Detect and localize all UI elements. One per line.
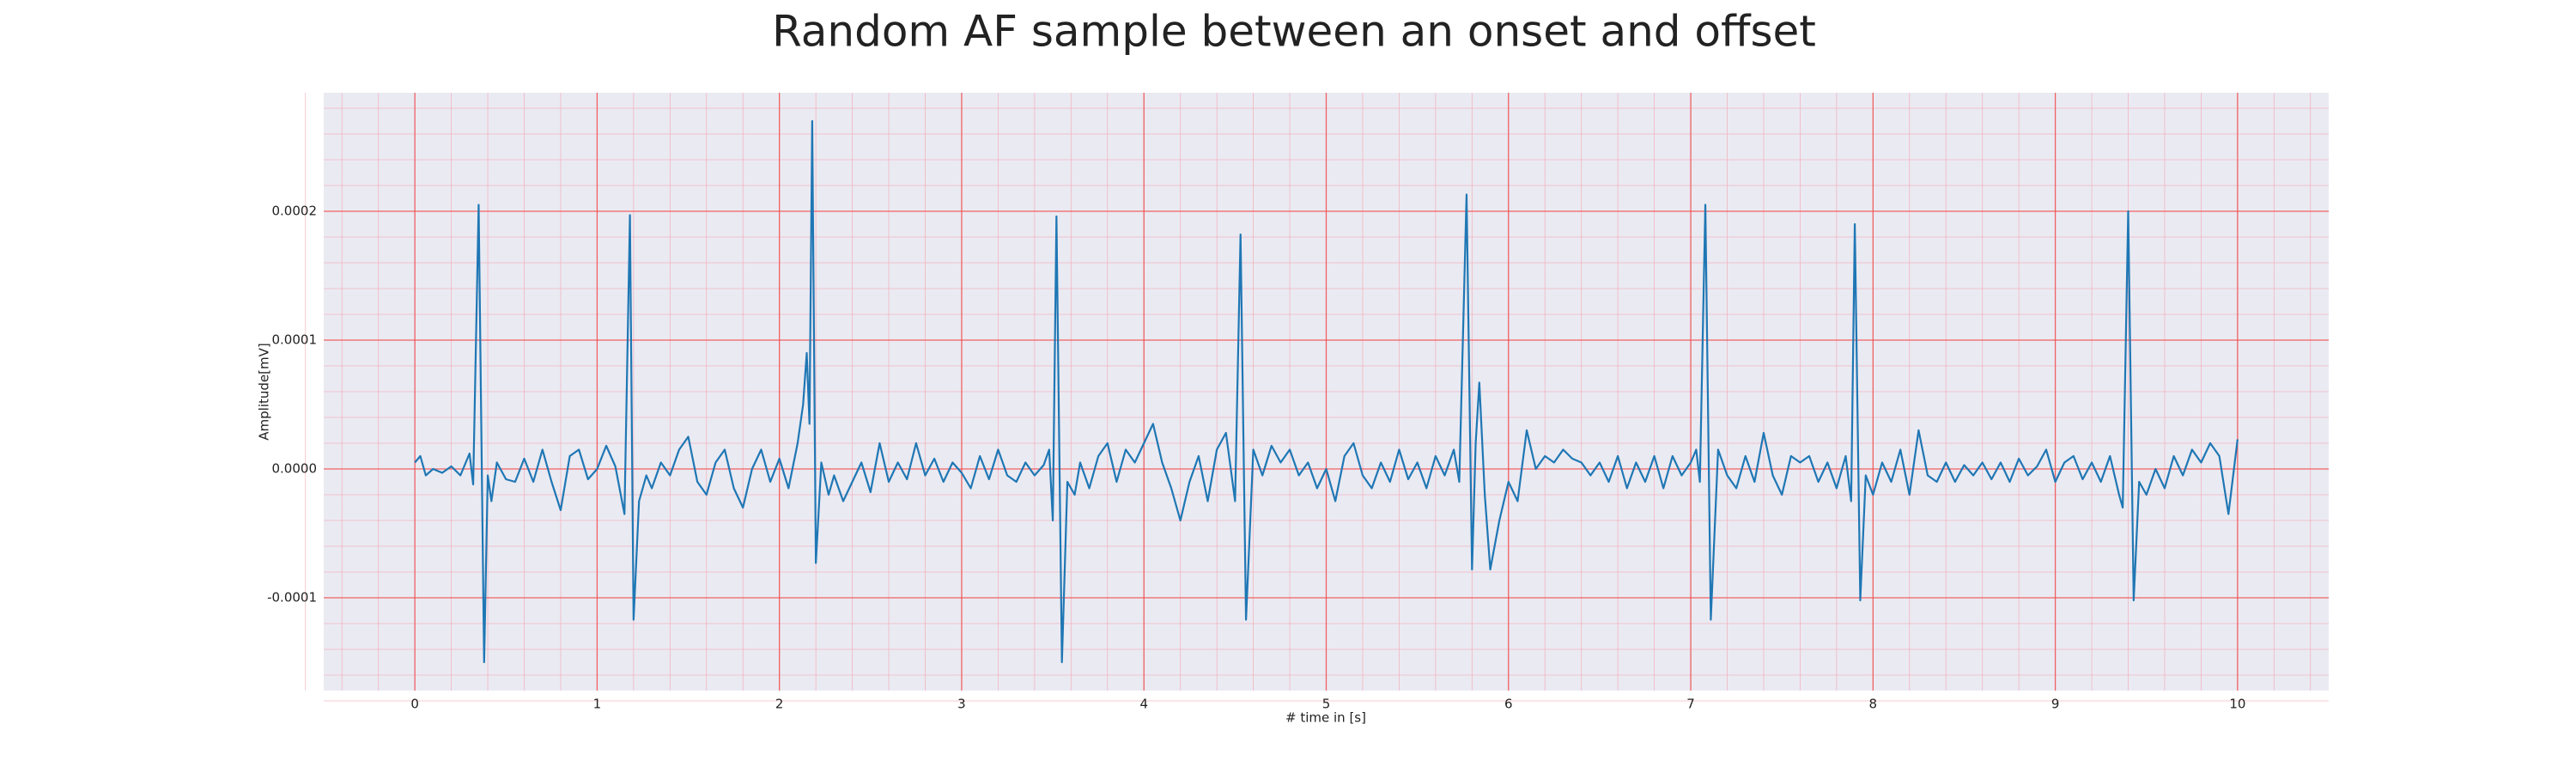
x-tick-label: 9 (2051, 697, 2060, 712)
x-axis-label: # time in [s] (1285, 710, 1366, 726)
x-tick-label: 2 (775, 697, 784, 712)
x-tick-label: 4 (1139, 697, 1148, 712)
y-tick-label: -0.0001 (267, 590, 317, 606)
grid (305, 93, 2329, 702)
x-tick-label: 1 (593, 697, 602, 712)
y-axis-label: Amplitude[mV] (257, 343, 272, 440)
x-tick-label: 3 (957, 697, 966, 712)
x-tick-label: 5 (1322, 697, 1331, 712)
chart-title: Random AF sample between an onset and of… (772, 7, 1816, 57)
x-tick-label: 8 (1869, 697, 1878, 712)
y-tick-label: 0.0001 (272, 332, 318, 348)
signal-line (414, 119, 2239, 664)
x-tick-label: 10 (2229, 697, 2245, 712)
marks (414, 119, 2239, 664)
x-tick-label: 0 (410, 697, 419, 712)
x-tick-label: 7 (1686, 697, 1695, 712)
y-tick-label: 0.0002 (272, 204, 318, 219)
y-tick-label: 0.0000 (272, 461, 318, 477)
x-tick-label: 6 (1504, 697, 1513, 712)
